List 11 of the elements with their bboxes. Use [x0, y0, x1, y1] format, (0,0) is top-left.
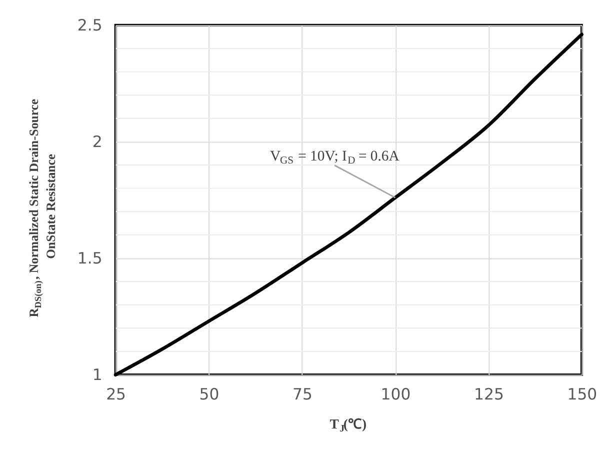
- y-tick-label: 1: [92, 365, 102, 384]
- x-tick-label: 150: [567, 384, 598, 404]
- x-tick-label: 50: [199, 384, 220, 404]
- y-tick-label: 2: [92, 132, 102, 152]
- y-axis-title: RDS(on), Normalized Static Drain-Source OnState Resistance: [27, 98, 58, 318]
- x-tick-label: 25: [106, 384, 126, 404]
- x-tick-label: 125: [474, 384, 504, 404]
- y-tick-label: 1.5: [77, 248, 102, 268]
- y-tick-label: 2.5: [77, 16, 102, 35]
- x-tick-label: 75: [292, 384, 312, 404]
- x-tick-label: 100: [380, 384, 411, 404]
